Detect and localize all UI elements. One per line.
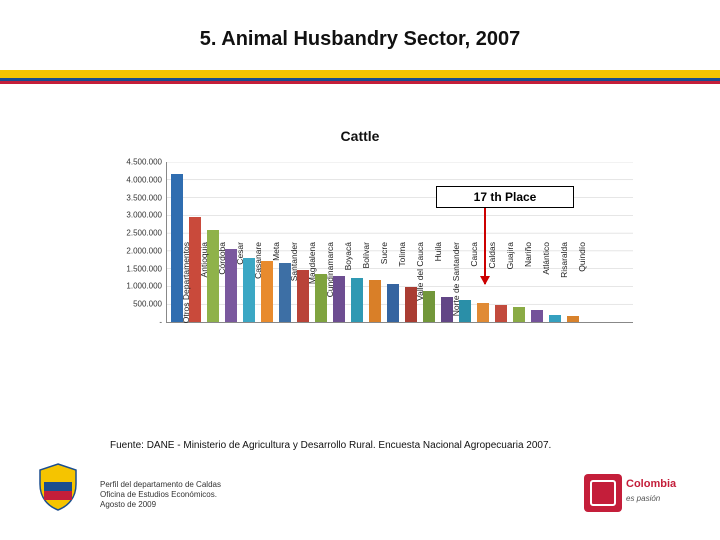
footer-line-1: Perfil del departamento de Caldas xyxy=(100,480,221,490)
slide: { "title": "5. Animal Husbandry Sector, … xyxy=(0,0,720,540)
x-label: Cundinamarca xyxy=(325,242,335,328)
x-label: Cesar xyxy=(235,242,245,328)
callout-arrow xyxy=(484,208,486,284)
x-label: Risaralda xyxy=(559,242,569,328)
x-label: Santander xyxy=(289,242,299,328)
footer-line-3: Agosto de 2009 xyxy=(100,500,221,510)
x-label: Valle del Cauca xyxy=(415,242,425,328)
x-label: Magdalena xyxy=(307,242,317,328)
flag-stripe xyxy=(0,70,720,84)
x-label: Huila xyxy=(433,242,443,328)
y-tick: 4.000.000 xyxy=(112,175,162,184)
x-label: Boyacá xyxy=(343,242,353,328)
x-label: Sucre xyxy=(379,242,389,328)
x-label: Norte de Santander xyxy=(451,242,461,328)
x-label: Caldas xyxy=(487,242,497,328)
y-tick: 4.500.000 xyxy=(112,158,162,167)
x-label: Córdoba xyxy=(217,242,227,328)
slide-title: 5. Animal Husbandry Sector, 2007 xyxy=(0,28,720,51)
colombia-logo: Colombia es pasión xyxy=(584,474,684,518)
x-label: Casanare xyxy=(253,242,263,328)
chart-subtitle: Cattle xyxy=(0,128,720,144)
x-label: Atlántico xyxy=(541,242,551,328)
y-tick: - xyxy=(112,318,162,327)
gov-shield-icon xyxy=(34,462,82,512)
rank-callout: 17 th Place xyxy=(436,186,574,208)
x-label: Antioquia xyxy=(199,242,209,328)
y-tick: 1.000.000 xyxy=(112,282,162,291)
x-axis-labels: Otros DepartamentosAntioquiaCórdobaCesar… xyxy=(166,324,632,414)
y-tick: 3.000.000 xyxy=(112,211,162,220)
logo-tagline: es pasión xyxy=(626,494,660,503)
stripe-red xyxy=(0,81,720,84)
footer-line-2: Oficina de Estudios Económicos. xyxy=(100,490,221,500)
source-text: Fuente: DANE - Ministerio de Agricultura… xyxy=(110,440,551,451)
y-tick: 500.000 xyxy=(112,300,162,309)
y-tick: 2.000.000 xyxy=(112,246,162,255)
logo-mark-icon xyxy=(584,474,622,512)
x-label: Tolima xyxy=(397,242,407,328)
x-label: Otros Departamentos xyxy=(181,242,191,328)
logo-text: Colombia xyxy=(626,478,676,490)
x-label: Meta xyxy=(271,242,281,328)
stripe-yellow xyxy=(0,70,720,78)
x-label: Bolívar xyxy=(361,242,371,328)
x-label: Quindío xyxy=(577,242,587,328)
x-label: Cauca xyxy=(469,242,479,328)
x-label: Nariño xyxy=(523,242,533,328)
y-tick: 3.500.000 xyxy=(112,193,162,202)
x-label: Guajira xyxy=(505,242,515,328)
y-tick: 1.500.000 xyxy=(112,264,162,273)
footer-meta: Perfil del departamento de Caldas Oficin… xyxy=(100,480,221,510)
y-tick: 2.500.000 xyxy=(112,229,162,238)
